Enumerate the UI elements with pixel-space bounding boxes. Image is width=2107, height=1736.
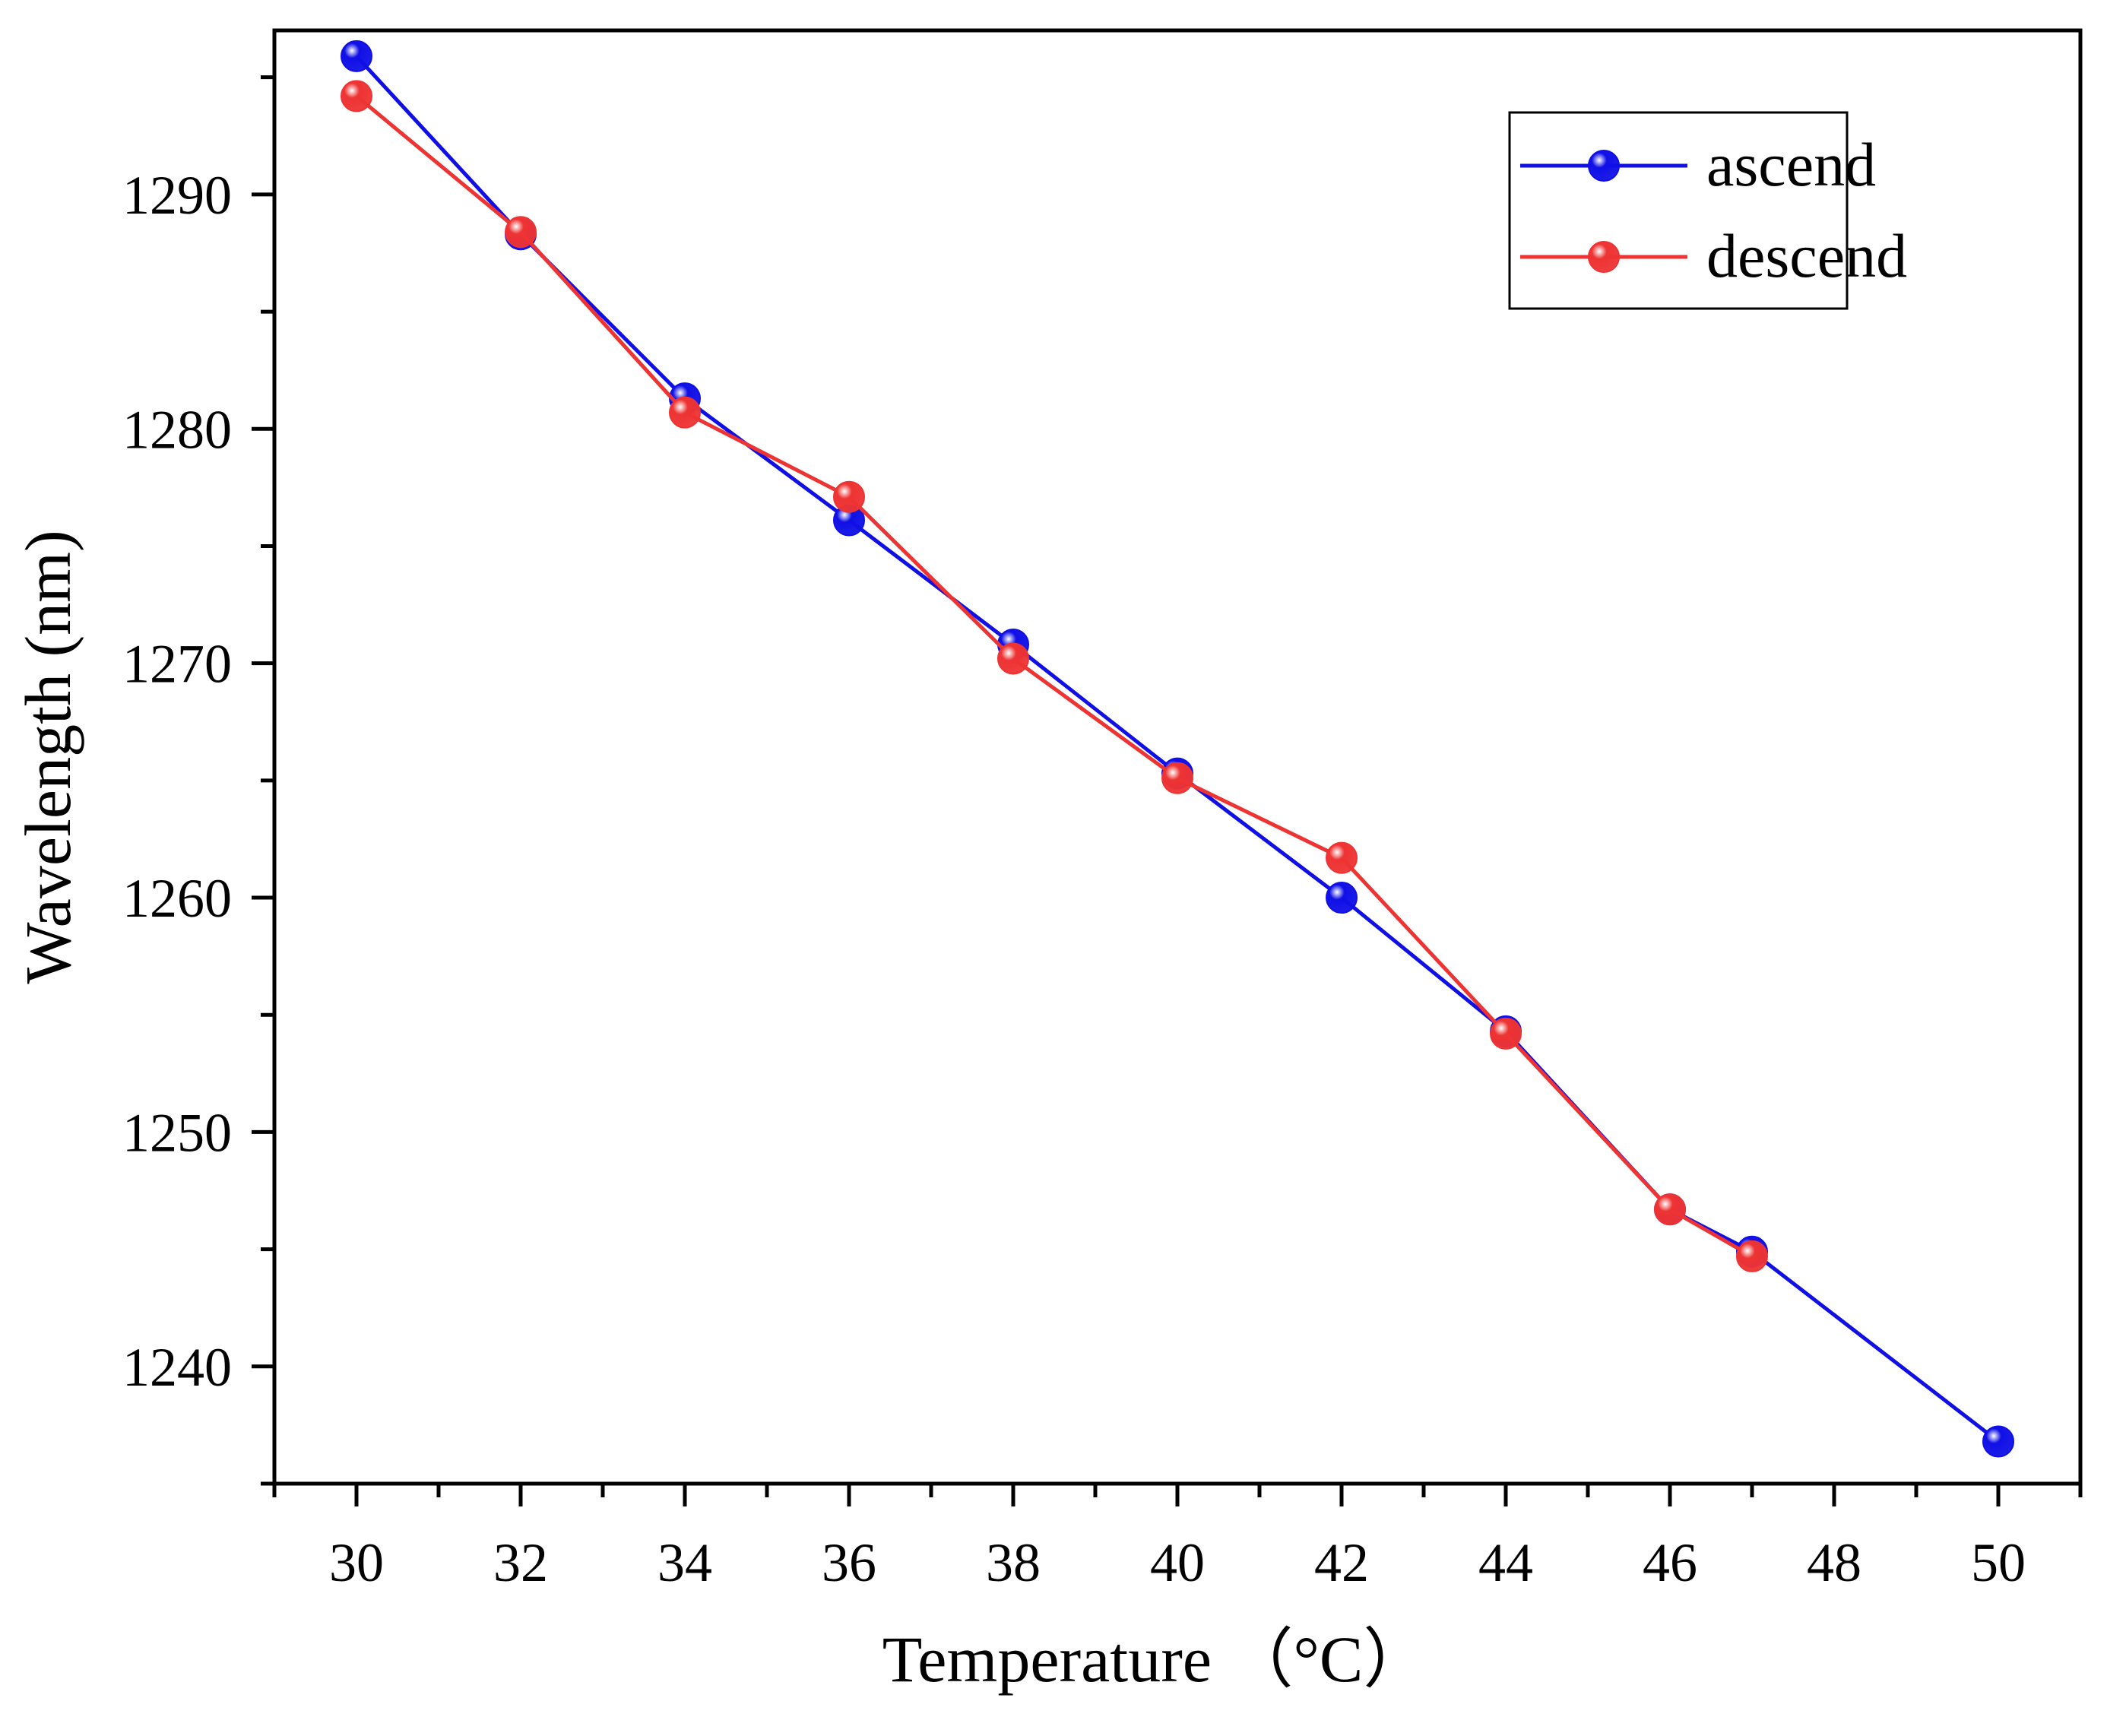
x-tick-label: 34 xyxy=(657,1532,712,1593)
data-point-descend xyxy=(1326,841,1358,874)
legend-marker-descend xyxy=(1588,241,1620,273)
legend-box xyxy=(1508,111,1849,310)
x-tick-label: 36 xyxy=(822,1532,876,1593)
y-axis-label: Wavelength (nm) xyxy=(11,530,84,984)
series-descend xyxy=(341,80,1768,1272)
x-tick-label: 48 xyxy=(1807,1532,1861,1593)
series-line-descend xyxy=(355,94,1754,1259)
y-tick-label: 1260 xyxy=(122,868,232,929)
data-point-descend xyxy=(669,396,701,429)
y-tick-label: 1290 xyxy=(122,165,232,226)
y-tick-label: 1270 xyxy=(122,634,232,695)
legend-marker-ascend xyxy=(1588,150,1620,182)
x-tick-label: 42 xyxy=(1314,1532,1369,1593)
x-tick-label: 30 xyxy=(329,1532,384,1593)
data-point-descend xyxy=(341,80,372,112)
y-tick-label: 1240 xyxy=(122,1337,232,1398)
x-tick-label: 32 xyxy=(493,1532,548,1593)
data-point-descend xyxy=(1654,1193,1686,1226)
data-point-descend xyxy=(1490,1017,1522,1050)
y-tick-label: 1250 xyxy=(122,1102,232,1163)
y-tick-label: 1280 xyxy=(122,399,232,460)
data-point-ascend xyxy=(1982,1425,2014,1458)
x-tick-label: 46 xyxy=(1643,1532,1697,1593)
legend-label-ascend: ascend xyxy=(1706,130,1876,199)
data-point-ascend xyxy=(1326,882,1358,914)
x-tick-label: 44 xyxy=(1478,1532,1533,1593)
x-tick-label: 40 xyxy=(1150,1532,1205,1593)
data-point-descend xyxy=(997,642,1029,675)
series-layer xyxy=(341,40,2014,1458)
data-point-ascend xyxy=(341,40,372,72)
x-tick-label: 50 xyxy=(1971,1532,2026,1593)
y-axis: 1240 1250 1260 1270 1280 1290 xyxy=(122,75,274,1486)
x-tick-label: 38 xyxy=(986,1532,1041,1593)
data-point-descend xyxy=(1161,762,1193,794)
legend: ascend descend xyxy=(1508,111,1907,310)
data-point-descend xyxy=(1736,1240,1768,1272)
data-point-descend xyxy=(505,216,537,249)
data-point-descend xyxy=(833,480,865,513)
x-axis-label: Temperature （°C） xyxy=(882,1623,1429,1696)
x-axis: 30 32 34 36 38 40 42 44 46 48 50 xyxy=(272,1484,2083,1593)
legend-label-descend: descend xyxy=(1706,221,1907,290)
